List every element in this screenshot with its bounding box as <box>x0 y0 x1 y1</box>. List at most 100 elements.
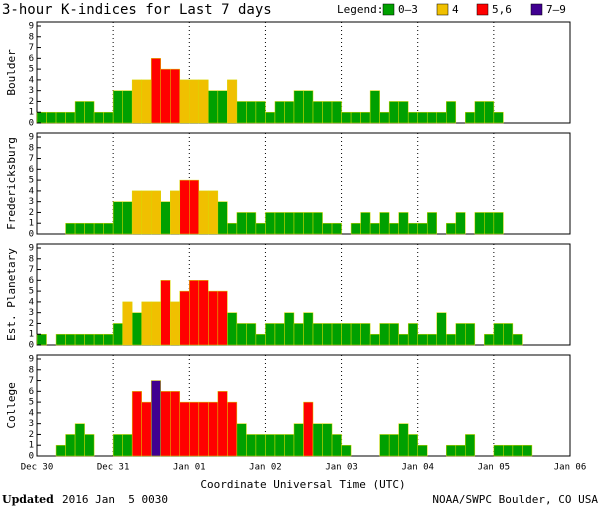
legend-title: Legend: <box>337 3 383 16</box>
bar <box>141 401 152 457</box>
bar <box>112 434 123 457</box>
bar <box>208 401 219 457</box>
bar <box>274 101 285 124</box>
y-tick-label: 7 <box>29 376 34 386</box>
bar <box>217 201 228 235</box>
bar <box>150 301 161 346</box>
bar <box>255 333 266 346</box>
bar <box>84 222 95 235</box>
bar <box>303 90 314 124</box>
bar <box>93 222 104 235</box>
bar <box>455 323 466 346</box>
legend-label: 4 <box>452 3 459 16</box>
bar <box>36 333 47 346</box>
bar <box>465 111 476 124</box>
y-tick-label: 5 <box>29 287 34 297</box>
y-tick-label: 1 <box>29 441 34 451</box>
bar <box>341 111 352 124</box>
bar <box>436 312 447 346</box>
bar <box>265 212 276 235</box>
legend-label: 0–3 <box>398 3 418 16</box>
footer-updated-label: Updated <box>2 493 54 506</box>
chart-title: 3-hour K-indices for Last 7 days <box>2 2 272 18</box>
bar <box>398 212 409 235</box>
bar <box>217 90 228 124</box>
bar <box>407 222 418 235</box>
y-tick-label: 9 <box>29 133 34 143</box>
bar <box>103 222 114 235</box>
y-tick-label: 9 <box>29 244 34 254</box>
bar <box>122 434 133 457</box>
y-tick-label: 2 <box>29 430 34 440</box>
bar <box>141 301 152 346</box>
bar <box>474 101 485 124</box>
bar <box>227 401 238 457</box>
bar <box>398 423 409 457</box>
bar <box>331 101 342 124</box>
bar <box>217 290 228 346</box>
bar <box>65 111 76 124</box>
bar <box>84 101 95 124</box>
bar <box>112 90 123 124</box>
bar <box>407 434 418 457</box>
legend-label: 7–9 <box>546 3 566 16</box>
bar <box>255 101 266 124</box>
y-tick-label: 4 <box>29 186 34 196</box>
bar <box>74 333 85 346</box>
bar <box>369 90 380 124</box>
x-tick-label: Jan 05 <box>478 463 511 473</box>
bar <box>55 333 66 346</box>
bar <box>446 333 457 346</box>
x-tick-label: Jan 04 <box>401 463 434 473</box>
y-tick-label: 9 <box>29 355 34 365</box>
y-tick-label: 6 <box>29 276 34 286</box>
bar <box>103 111 114 124</box>
y-tick-label: 6 <box>29 387 34 397</box>
x-tick-label: Jan 03 <box>325 463 358 473</box>
bar <box>341 323 352 346</box>
bar <box>65 434 76 457</box>
x-tick-label: Jan 01 <box>173 463 206 473</box>
bar <box>331 222 342 235</box>
legend-label: 5,6 <box>492 3 512 16</box>
bar <box>160 201 171 235</box>
bar <box>379 212 390 235</box>
bar <box>303 212 314 235</box>
y-tick-label: 3 <box>29 86 34 96</box>
bar <box>369 222 380 235</box>
y-tick-label: 8 <box>29 254 34 264</box>
bar <box>217 391 228 457</box>
bar <box>112 323 123 346</box>
y-tick-label: 1 <box>29 219 34 229</box>
bar <box>417 444 428 457</box>
bar <box>503 323 514 346</box>
bar <box>512 444 523 457</box>
bar <box>331 323 342 346</box>
y-tick-label: 5 <box>29 65 34 75</box>
y-tick-label: 7 <box>29 154 34 164</box>
bar <box>122 201 133 235</box>
bar <box>150 58 161 124</box>
y-tick-label: 3 <box>29 419 34 429</box>
bar <box>112 201 123 235</box>
y-tick-label: 8 <box>29 32 34 42</box>
y-axis-label: Est. Planetary <box>5 248 18 341</box>
y-axis-label: College <box>5 382 18 428</box>
bar <box>455 444 466 457</box>
bar <box>236 423 247 457</box>
bar <box>388 434 399 457</box>
bar <box>398 101 409 124</box>
bar <box>265 434 276 457</box>
bar <box>74 101 85 124</box>
bar <box>388 222 399 235</box>
bar <box>179 290 190 346</box>
bar <box>170 190 181 235</box>
legend-swatch <box>476 3 489 16</box>
bar <box>465 434 476 457</box>
bar <box>84 333 95 346</box>
y-axis-label: Boulder <box>5 49 18 96</box>
x-axis-label: Coordinate Universal Time (UTC) <box>200 478 405 491</box>
bar <box>131 79 142 124</box>
y-tick-label: 3 <box>29 197 34 207</box>
bar <box>331 434 342 457</box>
